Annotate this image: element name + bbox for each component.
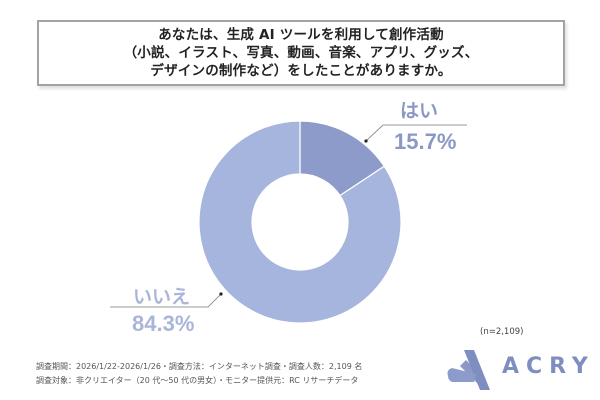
title-line-3: デザインの制作など）をしたことがありますか。	[150, 63, 452, 79]
survey-footer: 調査期間：2026/1/22-2026/1/26・調査方法：インターネット調査・…	[36, 360, 362, 388]
yes-percentage: 15.7%	[394, 129, 457, 154]
acry-logo-text: ACRY	[502, 354, 595, 379]
no-percentage: 84.3%	[132, 311, 195, 336]
no-callout-dot	[219, 292, 223, 296]
donut-slices	[198, 120, 402, 324]
title-line-2: （小説、イラスト、写真、動画、音楽、アプリ、グッズ、	[123, 45, 479, 61]
yes-callout-line	[365, 124, 467, 142]
donut-slice-no	[198, 120, 402, 324]
acry-logo-icon	[447, 350, 490, 390]
question-title-box: あなたは、生成 AI ツールを利用して創作活動 （小説、イラスト、写真、動画、音…	[37, 20, 565, 86]
title-line-1: あなたは、生成 AI ツールを利用して創作活動	[158, 27, 444, 43]
survey-period-method: 調査期間：2026/1/22-2026/1/26・調査方法：インターネット調査・…	[36, 362, 363, 371]
yes-label: はい	[400, 101, 439, 122]
sample-size: (n=2,109)	[480, 327, 524, 337]
survey-target-provider: 調査対象：非クリエイター（20 代～50 代の男女）・モニター提供元：RC リサ…	[36, 376, 359, 385]
no-callout-line	[110, 293, 222, 308]
no-label: いいえ	[133, 287, 191, 308]
acry-logo: ACRY	[446, 346, 588, 394]
yes-callout-dot	[364, 139, 368, 143]
